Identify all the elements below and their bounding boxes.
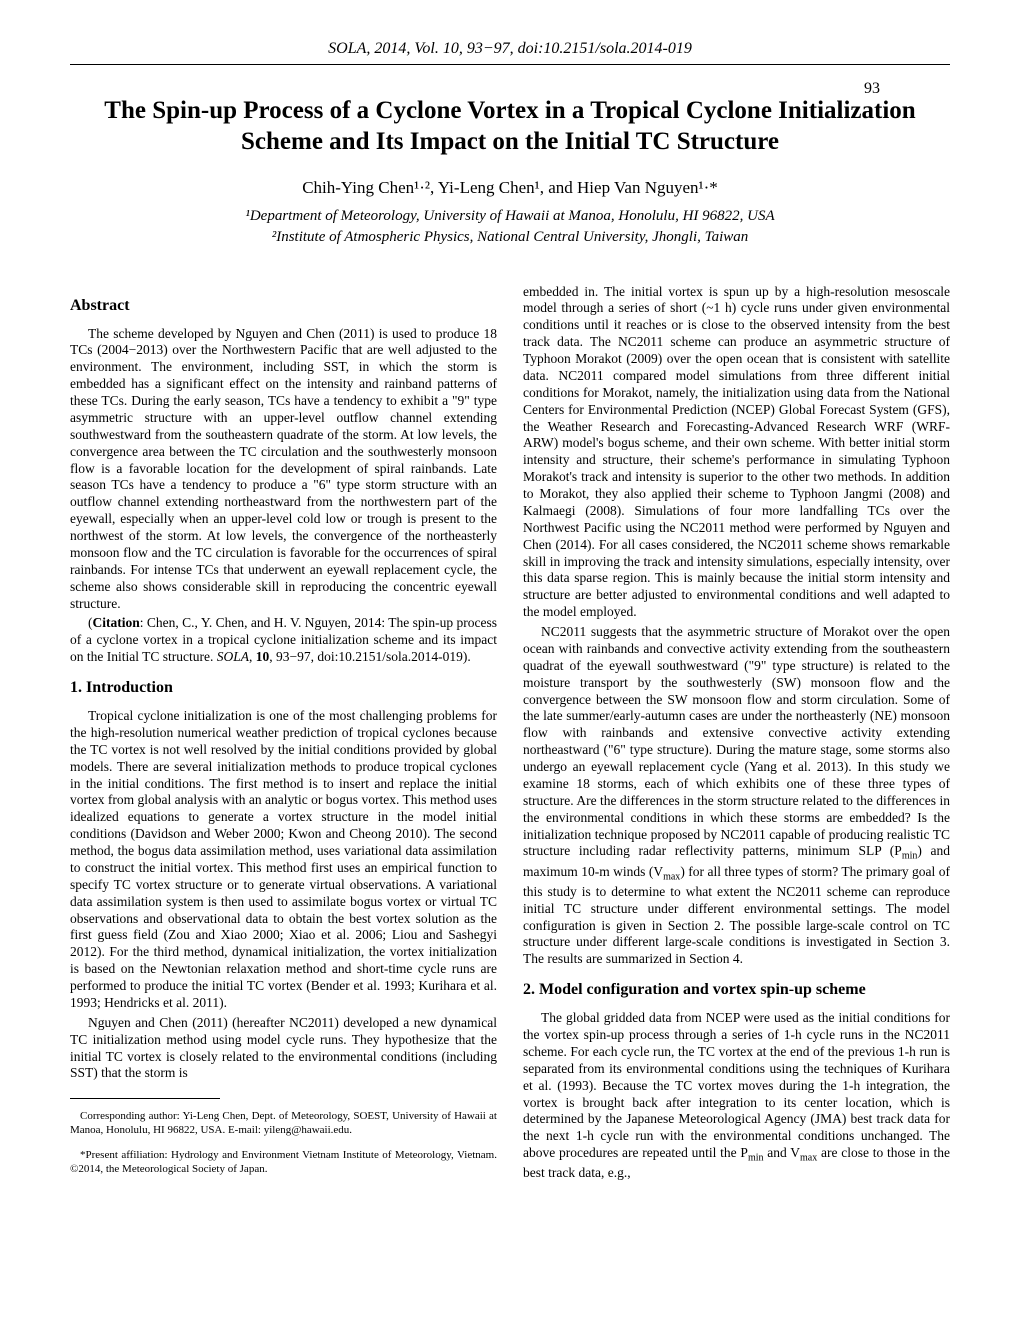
abstract-paragraph: The scheme developed by Nguyen and Chen …: [70, 326, 497, 613]
section2-paragraph-1: The global gridded data from NCEP were u…: [523, 1010, 950, 1182]
journal-header: SOLA, 2014, Vol. 10, 93−97, doi:10.2151/…: [70, 40, 950, 58]
abstract-heading: Abstract: [70, 296, 497, 316]
intro-paragraph-2: Nguyen and Chen (2011) (hereafter NC2011…: [70, 1015, 497, 1083]
right-paragraph-2: NC2011 suggests that the asymmetric stru…: [523, 624, 950, 968]
article-title: The Spin-up Process of a Cyclone Vortex …: [100, 95, 920, 158]
footnote-affiliation: *Present affiliation: Hydrology and Envi…: [70, 1149, 497, 1177]
left-column: Abstract The scheme developed by Nguyen …: [70, 284, 497, 1188]
right-column: embedded in. The initial vortex is spun …: [523, 284, 950, 1188]
footnote-rule: [70, 1098, 220, 1099]
page-number: 93: [864, 80, 880, 98]
affiliation-1: ¹Department of Meteorology, University o…: [245, 208, 774, 224]
header-rule: [70, 64, 950, 65]
affiliation-2: ²Institute of Atmospheric Physics, Natio…: [272, 229, 749, 245]
intro-paragraph-1: Tropical cyclone initialization is one o…: [70, 708, 497, 1012]
citation-paragraph: (Citation: Chen, C., Y. Chen, and H. V. …: [70, 615, 497, 666]
introduction-heading: 1. Introduction: [70, 678, 497, 698]
section2-heading: 2. Model configuration and vortex spin-u…: [523, 980, 950, 1000]
authors: Chih-Ying Chen¹·², Yi-Leng Chen¹, and Hi…: [70, 178, 950, 198]
affiliations: ¹Department of Meteorology, University o…: [70, 206, 950, 248]
footnote-corresponding: Corresponding author: Yi-Leng Chen, Dept…: [70, 1110, 497, 1138]
right-paragraph-1: embedded in. The initial vortex is spun …: [523, 284, 950, 622]
